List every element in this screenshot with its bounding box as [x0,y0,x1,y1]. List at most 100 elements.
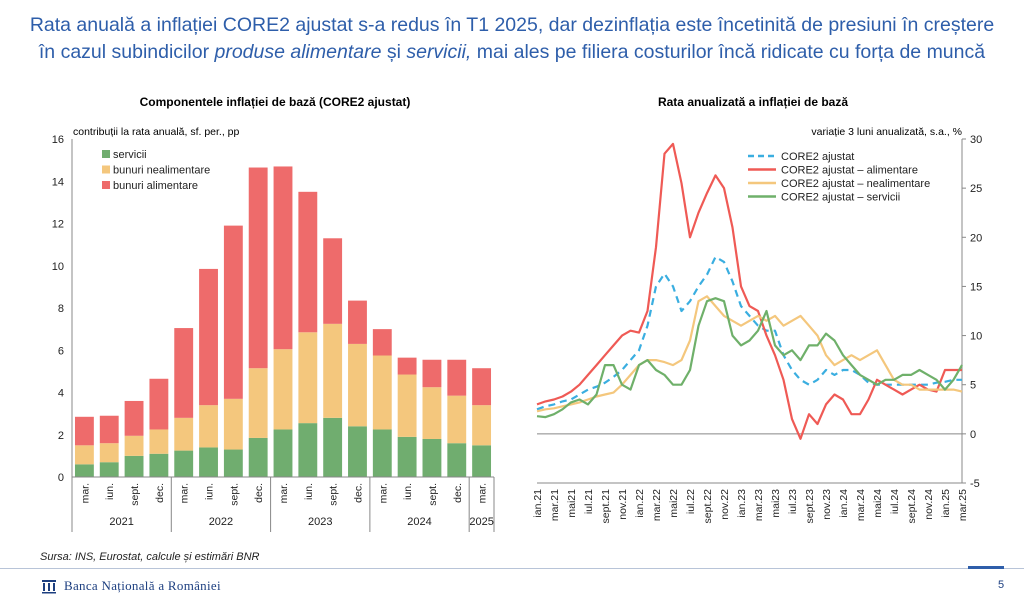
x-tick-label: mar.24 [855,489,867,521]
legend-label: CORE2 ajustat – nealimentare [781,178,930,190]
x-tick-label: mar.23 [753,489,765,521]
bar-segment [273,429,293,477]
x-tick-label: mai22 [668,489,680,518]
x-tick-label: nov.23 [821,489,833,520]
x-tick-label: dec. [154,483,166,503]
y-tick-label: 30 [970,134,982,146]
bar-segment [447,395,467,444]
bar-segment [273,166,293,350]
x-tick-label: dec. [253,483,265,503]
bar-segment [248,437,268,477]
line-series [536,297,963,419]
x-tick-label: mar. [377,483,389,503]
x-tick-label: nov.24 [923,489,935,520]
bar-segment [74,416,94,446]
core2-components-bar-chart: Componentele inflației de bază (CORE2 aj… [52,95,495,532]
headline-emphasis-food: produse alimentare [214,41,382,63]
x-tick-label: sept. [328,483,340,506]
bar-segment [174,328,194,418]
x-tick-label: iul.24 [889,489,901,514]
bar-segment [397,436,417,477]
x-tick-label: ian.25 [940,489,952,518]
bar-segment [149,429,169,454]
legend-label: CORE2 ajustat [781,151,854,163]
bar-segment [199,447,218,477]
footer-divider [0,568,1024,569]
y-tick-label: 10 [970,331,982,343]
y-tick-label: 2 [58,430,64,442]
x-tick-label: ian.23 [736,489,748,518]
headline-text: mai ales pe filiera costurilor încă ridi… [471,41,986,63]
y-tick-label: 15 [970,281,982,293]
line-series [536,142,962,440]
line-series [536,295,963,413]
x-tick-label: sept. [129,483,141,506]
year-label: 2021 [109,516,133,528]
line-series [536,255,962,411]
y-tick-label: 8 [58,303,64,315]
year-label: 2024 [407,516,431,528]
y-tick-label: 0 [970,429,976,441]
bar-segment [298,332,318,424]
bar-segment [422,359,442,388]
x-tick-label: nov.22 [719,489,731,520]
bar-segment [323,323,343,418]
legend-label: CORE2 ajustat – alimentare [781,165,918,177]
headline-line-2: în cazul subindicilor produse alimentare… [0,39,1024,66]
x-tick-label: sept. [228,483,240,506]
x-tick-label: mai21 [566,489,578,518]
bar-segment [472,368,492,406]
y-tick-label: 20 [970,232,982,244]
bar-segment [99,415,119,444]
legend-swatch [102,150,110,158]
headline-line-1: Rata anuală a inflației CORE2 ajustat s-… [29,14,995,36]
bar-segment [323,417,343,477]
headline-text: în cazul subindicilor [38,41,215,63]
bar-segment [174,417,194,451]
x-tick-label: dec. [352,483,364,503]
bar-segment [372,329,392,356]
headline-text: și [381,41,407,63]
bar-segment [149,453,169,477]
bar-segment [99,443,119,463]
legend-label: bunuri alimentare [113,180,198,192]
bar-segment [298,423,318,477]
x-tick-label: ian.24 [838,489,850,518]
x-tick-label: iun. [204,483,216,500]
bar-segment [74,464,94,477]
bar-segment [223,225,243,399]
bar-segment [348,343,367,427]
bar-segment [124,400,144,436]
x-tick-label: ian.21 [532,489,544,518]
bar-chart-title: Componentele inflației de bază (CORE2 aj… [140,95,411,109]
x-tick-label: sept.23 [804,489,816,524]
year-label: 2025 [469,516,493,528]
bar-segment [397,374,417,437]
bar-segment [223,398,243,450]
bank-name: Banca Națională a României [64,578,221,593]
year-label: 2022 [209,516,233,528]
y-tick-label: 0 [58,472,64,484]
bar-segment [447,443,467,477]
x-tick-label: iun. [402,483,414,500]
bar-segment [348,300,367,344]
bar-segment [99,462,119,477]
bar-segment [298,191,318,333]
source-note: Sursa: INS, Eurostat, calcule și estimăr… [40,551,260,563]
x-tick-label: mar. [278,483,290,503]
y-tick-label: 4 [58,388,64,400]
x-tick-label: mar.22 [651,489,663,521]
y-tick-label: 16 [52,134,64,146]
bar-segment [422,438,442,477]
headline-emphasis-services: servicii, [406,41,472,63]
x-tick-label: mar.25 [957,489,969,521]
bar-segment [323,238,343,324]
bar-segment [248,167,268,369]
y-tick-label: 6 [58,345,64,357]
y-tick-label: 10 [52,261,64,273]
bar-segment [372,429,392,477]
bar-segment [447,359,467,396]
bar-segment [199,405,218,448]
bar-segment [199,268,218,406]
